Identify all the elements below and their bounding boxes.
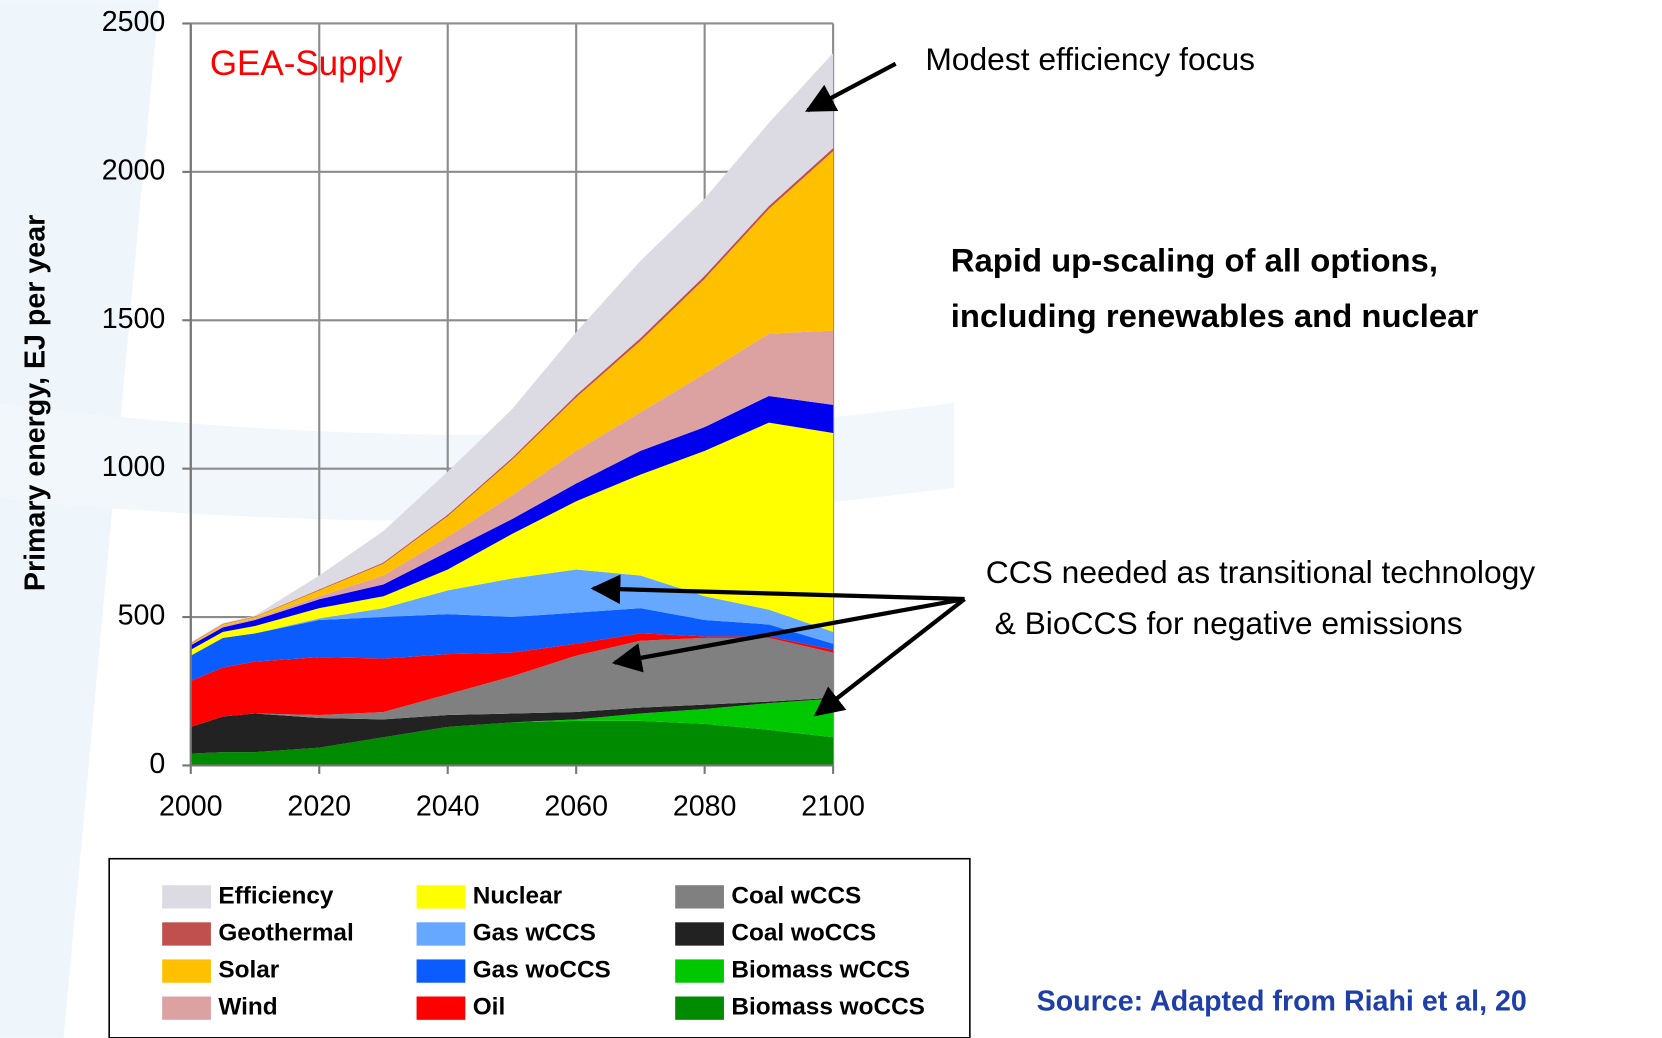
legend-swatch (416, 996, 466, 1020)
legend-label: Coal woCCS (731, 919, 876, 946)
scenario-label: GEA-Supply (210, 44, 403, 83)
source: Source: Adapted from Riahi et al, 20 (1037, 985, 1527, 1017)
plot: 0 500 1000 1500 2000 2500 2000 2020 2040 2060 2080… (102, 6, 865, 822)
y-tick-label: 500 (118, 600, 166, 632)
legend-swatch (162, 996, 211, 1020)
y-tick-label: 1500 (102, 303, 166, 335)
legend-swatch (416, 922, 466, 946)
legend-swatch (162, 959, 211, 983)
x-tick-label: 2100 (801, 790, 865, 822)
area (190, 633, 834, 727)
area (190, 697, 834, 754)
x-tick-label: 2060 (544, 790, 608, 822)
area (190, 637, 834, 727)
legend-swatch (416, 885, 466, 909)
annotation: including renewables and nuclear (951, 297, 1479, 334)
x-tick-label: 2040 (416, 790, 480, 822)
legend-label: Nuclear (473, 882, 563, 909)
legend-box (108, 857, 971, 1038)
area (190, 720, 834, 766)
x-tick-label: 2000 (159, 790, 223, 822)
annotation: & BioCCS for negative emissions (986, 605, 1463, 641)
area (190, 422, 834, 656)
arrow (611, 596, 965, 673)
y-tick-label: 1000 (102, 451, 166, 483)
legend-label: Gas wCCS (473, 919, 596, 946)
legend-swatch (675, 885, 724, 909)
arrow (813, 597, 966, 717)
legend-label: Biomass wCCS (731, 957, 910, 984)
arrow (590, 574, 965, 605)
legend-swatch (162, 922, 211, 946)
x-tick-label: 2080 (673, 790, 737, 822)
legend-label: Efficiency (218, 882, 334, 909)
annotation: Modest efficiency focus (925, 41, 1255, 77)
y-tick-label: 2500 (102, 6, 166, 38)
annotation: Rapid up-scaling of all options, (951, 242, 1438, 279)
y-tick-label: 0 (149, 748, 165, 780)
area (190, 395, 834, 650)
legend-label: Geothermal (218, 919, 353, 946)
legend-label: Wind (218, 994, 277, 1021)
legend: Efficiency Geothermal Solar Wind Nuclear Gas … (162, 882, 925, 1021)
arrow (805, 61, 897, 113)
x-tick-label: 2020 (287, 790, 351, 822)
legend-swatch (416, 959, 466, 983)
legend-swatch (675, 922, 724, 946)
legend-swatch (675, 959, 724, 983)
y-axis-label: Primary energy, EJ per year (20, 215, 52, 591)
area (190, 608, 834, 681)
legend-label: Solar (218, 957, 279, 984)
legend-swatch (675, 996, 724, 1020)
legend-label: Oil (473, 994, 505, 1021)
y-tick-label: 2000 (102, 154, 166, 186)
annotation: CCS needed as transitional technology (986, 554, 1536, 590)
legend-swatch (162, 885, 211, 909)
legend-label: Biomass woCCS (731, 994, 925, 1021)
area (190, 698, 834, 754)
legend-label: Coal wCCS (731, 882, 861, 909)
legend-label: Gas woCCS (473, 957, 611, 984)
background-swoosh (0, 0, 159, 1038)
area (190, 330, 834, 646)
